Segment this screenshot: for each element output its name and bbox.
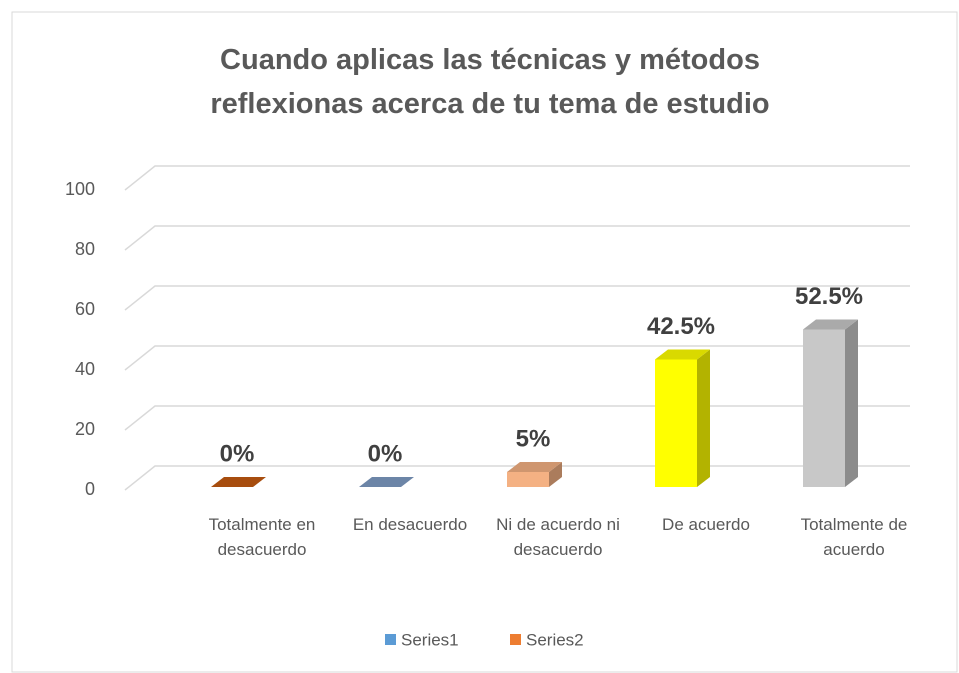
grid-line <box>124 165 910 191</box>
bar <box>359 477 414 487</box>
data-label: 42.5% <box>647 313 715 340</box>
chart-title: Cuando aplicas las técnicas y métodos re… <box>210 44 770 120</box>
bar <box>507 462 562 487</box>
legend-label: Series1 <box>401 630 459 649</box>
x-tick-label: Totalmente en desacuerdo <box>208 515 316 559</box>
legend-swatch <box>510 634 521 645</box>
x-tick-label: En desacuerdo <box>352 515 468 534</box>
chart-border <box>11 11 958 673</box>
x-tick-label: De acuerdo <box>662 515 750 534</box>
bar <box>803 319 858 487</box>
y-tick-label: 40 <box>75 359 95 379</box>
bar-face <box>803 319 858 330</box>
bar-face <box>803 329 845 487</box>
grid-line <box>124 285 910 311</box>
y-tick-label: 20 <box>75 419 95 439</box>
bar-face <box>359 477 414 487</box>
data-label: 5% <box>516 425 551 452</box>
bar-face <box>655 349 710 360</box>
bar-face <box>845 319 858 487</box>
bar-face <box>211 477 266 487</box>
bar-face <box>697 349 710 487</box>
y-tick-label: 0 <box>85 479 95 499</box>
data-label: 52.5% <box>795 283 863 310</box>
bar-face <box>549 462 562 487</box>
x-tick-label: Ni de acuerdo ni desacuerdo <box>496 515 620 559</box>
x-tick-label: Totalmente de acuerdo <box>800 515 908 559</box>
bar-face <box>507 472 549 487</box>
bar <box>655 349 710 487</box>
y-tick-label: 80 <box>75 239 95 259</box>
bar-face <box>655 359 697 487</box>
y-tick-label: 60 <box>75 299 95 319</box>
y-tick-label: 100 <box>65 179 95 199</box>
legend-swatch <box>385 634 396 645</box>
data-label: 0% <box>220 440 255 467</box>
grid-line <box>124 345 910 371</box>
grid-line <box>124 225 910 251</box>
data-label: 0% <box>368 440 403 467</box>
bar-face <box>507 462 562 472</box>
bar <box>211 477 266 487</box>
legend-label: Series2 <box>526 630 584 649</box>
